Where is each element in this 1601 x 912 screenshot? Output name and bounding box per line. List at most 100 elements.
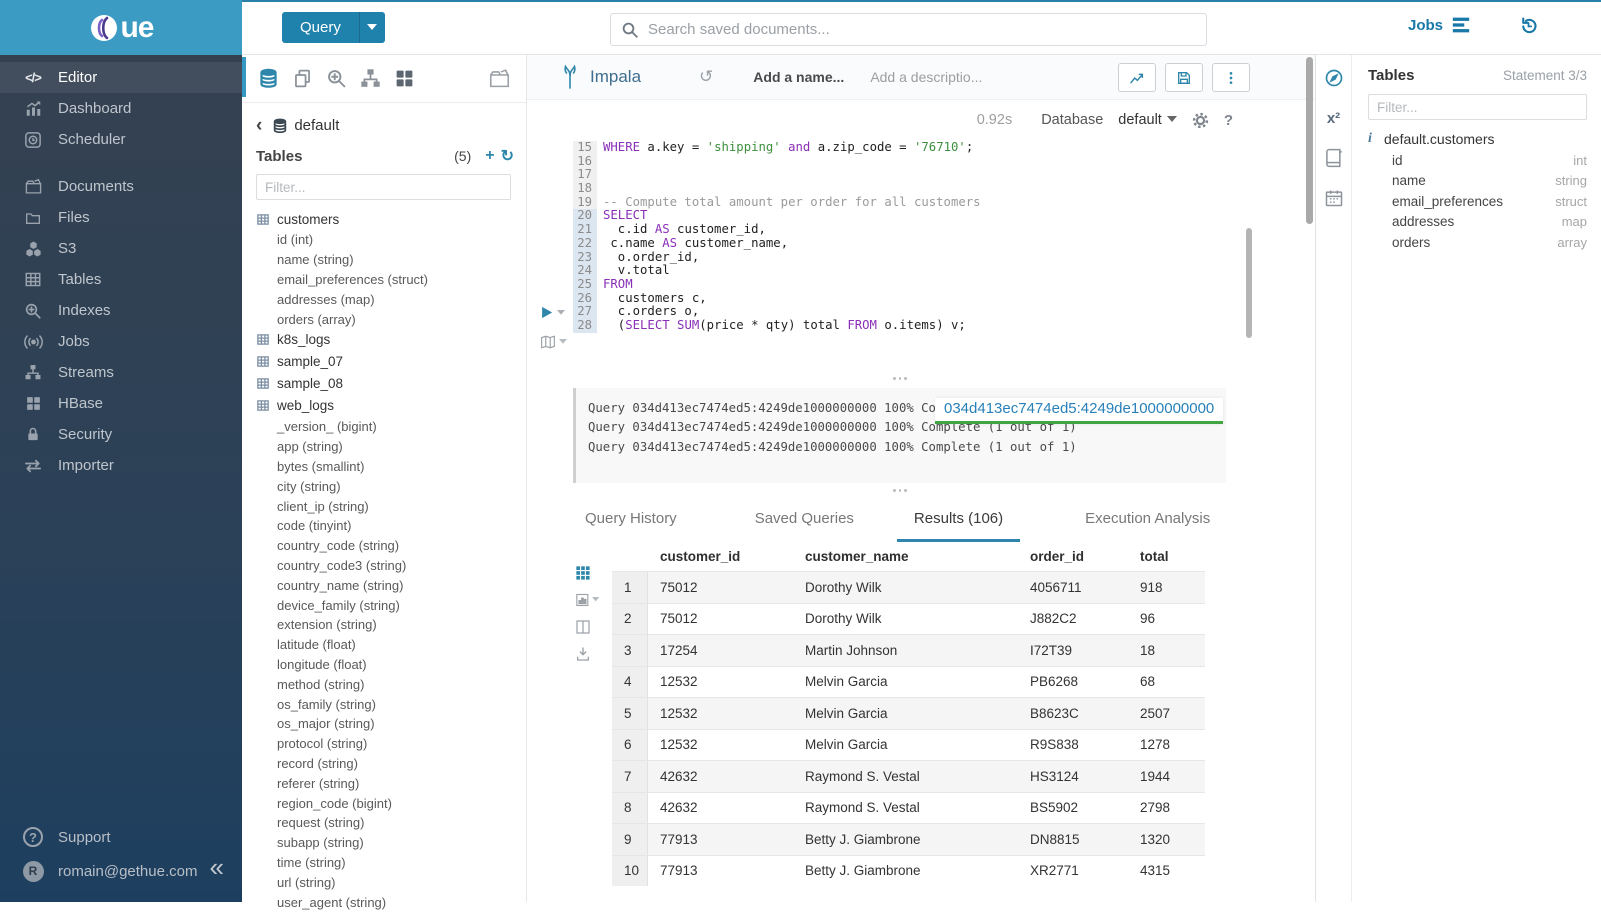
add-table-icon[interactable]: + [485, 147, 494, 165]
assistant-compass-icon[interactable] [1316, 61, 1351, 95]
sidebar-collapse-icon[interactable]: « [210, 854, 224, 880]
sidebar-item-s3[interactable]: S3 [0, 233, 242, 264]
tree-column[interactable]: country_code3 (string) [256, 556, 526, 576]
documents-assist-icon[interactable] [292, 68, 313, 89]
search-assist-icon[interactable] [326, 68, 347, 89]
query-description-field[interactable]: Add a descriptio... [870, 69, 982, 85]
jobs-link[interactable]: Jobs [1408, 16, 1471, 34]
tree-column[interactable]: time (string) [256, 853, 526, 873]
code-line[interactable]: 26 customers c, [573, 292, 1283, 306]
tree-column[interactable]: name (string) [256, 250, 526, 270]
tree-column[interactable]: url (string) [256, 872, 526, 892]
editor-presentation-button[interactable] [540, 335, 567, 349]
editor-scrollbar[interactable] [1246, 228, 1252, 338]
refresh-icon[interactable]: ↻ [501, 146, 514, 166]
query-id-tooltip[interactable]: 034d413ec7474ed5:4249de1000000000 [935, 398, 1223, 424]
database-assist-icon[interactable] [258, 68, 279, 89]
schedule-calendar-icon[interactable] [1316, 181, 1351, 215]
hue-logo[interactable]: ue [0, 0, 242, 55]
code-line[interactable]: 22 c.name AS customer_name, [573, 237, 1283, 251]
sidebar-item-editor[interactable]: </>Editor [0, 62, 242, 93]
database-selector[interactable]: default [1118, 112, 1177, 128]
tree-column[interactable]: city (string) [256, 476, 526, 496]
tab-results-106-[interactable]: Results (106) [897, 502, 1020, 542]
engine-name[interactable]: Impala [590, 67, 641, 87]
save-button[interactable] [1165, 63, 1203, 92]
tables-filter-input[interactable] [256, 174, 511, 200]
sidebar-item-indexes[interactable]: Indexes [0, 295, 242, 326]
tree-column[interactable]: record (string) [256, 754, 526, 774]
column-header-total[interactable]: total [1128, 549, 1205, 564]
code-line[interactable]: 27 c.orders o, [573, 305, 1283, 319]
sidebar-item-support[interactable]: ? Support [0, 820, 242, 854]
tree-column[interactable]: os_family (string) [256, 694, 526, 714]
tree-column[interactable]: id (int) [256, 230, 526, 250]
right-filter-input[interactable] [1368, 94, 1587, 120]
query-dropdown-button[interactable] [359, 12, 385, 43]
sidebar-item-security[interactable]: Security [0, 419, 242, 450]
help-icon[interactable]: ? [1224, 112, 1233, 129]
tree-column[interactable]: protocol (string) [256, 734, 526, 754]
code-line[interactable]: 18 [573, 182, 1283, 196]
info-icon[interactable]: i [1368, 131, 1384, 147]
tab-saved-queries[interactable]: Saved Queries [738, 502, 871, 542]
tree-column[interactable]: email_preferences (struct) [256, 270, 526, 290]
sidebar-item-tables[interactable]: Tables [0, 264, 242, 295]
tree-column[interactable]: device_family (string) [256, 595, 526, 615]
tree-column[interactable]: country_name (string) [256, 575, 526, 595]
tab-query-history[interactable]: Query History [568, 502, 694, 542]
column-header-customer_id[interactable]: customer_id [648, 549, 793, 564]
code-line[interactable]: 24 v.total [573, 264, 1283, 278]
tree-column[interactable]: extension (string) [256, 615, 526, 635]
sidebar-item-streams[interactable]: Streams [0, 357, 242, 388]
search-input[interactable] [648, 21, 1196, 38]
sidebar-item-scheduler[interactable]: Scheduler [0, 124, 242, 155]
sidebar-item-dashboard[interactable]: Dashboard [0, 93, 242, 124]
tree-column[interactable]: country_code (string) [256, 536, 526, 556]
resize-handle[interactable] [893, 377, 907, 380]
tree-column[interactable]: region_code (bigint) [256, 793, 526, 813]
folder-documents-icon[interactable] [489, 68, 510, 89]
new-query-button[interactable]: Query [282, 12, 385, 43]
page-scrollbar[interactable] [1306, 57, 1313, 224]
tree-column[interactable]: method (string) [256, 674, 526, 694]
chart-button[interactable] [1118, 63, 1156, 92]
code-line[interactable]: 21 c.id AS customer_id, [573, 223, 1283, 237]
tree-table-sample_07[interactable]: sample_07 [256, 351, 526, 373]
tree-column[interactable]: longitude (float) [256, 655, 526, 675]
tree-column[interactable]: orders (array) [256, 309, 526, 329]
sidebar-item-user[interactable]: R romain@gethue.com [0, 854, 242, 888]
tree-column[interactable]: client_ip (string) [256, 496, 526, 516]
sidebar-item-documents[interactable]: Documents [0, 171, 242, 202]
tree-table-customers[interactable]: customers [256, 208, 526, 230]
query-history-icon[interactable] [1518, 15, 1539, 36]
more-actions-button[interactable] [1212, 63, 1250, 92]
tree-table-sample_08[interactable]: sample_08 [256, 373, 526, 395]
code-line[interactable]: 16 [573, 155, 1283, 169]
tree-table-web_logs[interactable]: web_logs [256, 395, 526, 417]
functions-icon[interactable]: x² [1316, 101, 1351, 135]
tree-column[interactable]: addresses (map) [256, 289, 526, 309]
code-line[interactable]: 28 (SELECT SUM(price * qty) total FROM o… [573, 319, 1283, 333]
download-button[interactable] [575, 646, 599, 662]
code-line[interactable]: 17 [573, 168, 1283, 182]
database-breadcrumb[interactable]: ‹ default [242, 103, 526, 138]
query-name-field[interactable]: Add a name... [753, 69, 844, 85]
settings-gear-icon[interactable] [1192, 112, 1209, 129]
